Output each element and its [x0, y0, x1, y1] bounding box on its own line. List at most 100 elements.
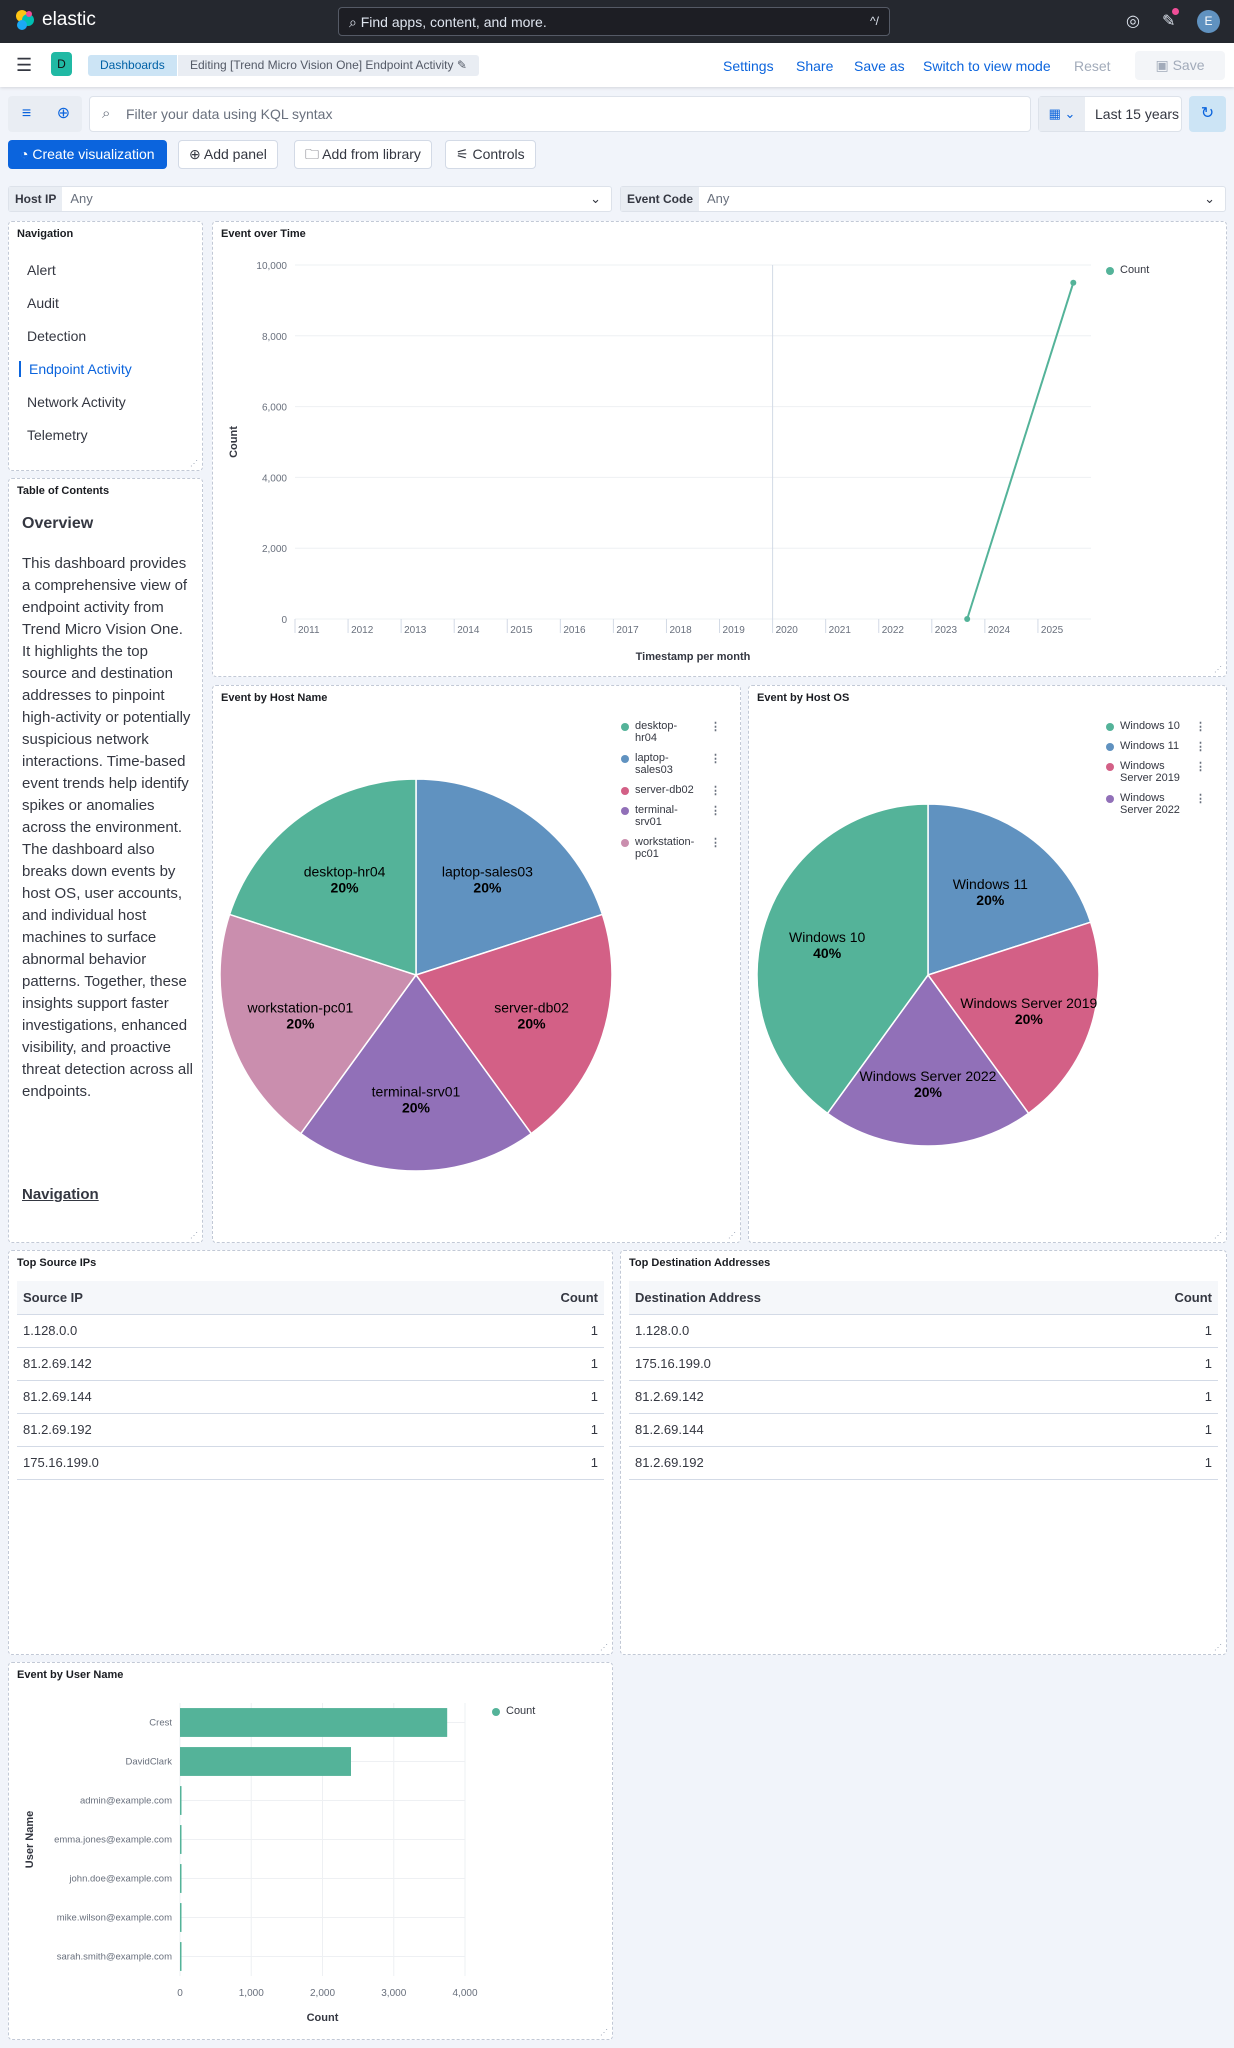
nav-item-network-activity[interactable]: Network Activity: [27, 394, 126, 410]
breadcrumb-current: Editing [Trend Micro Vision One] Endpoin…: [178, 55, 479, 76]
chevron-down-icon[interactable]: ⌄: [1204, 191, 1215, 206]
legend-label: workstation- pc01: [635, 836, 695, 860]
filter-icon[interactable]: ≡: [21, 105, 32, 122]
legend-item[interactable]: desktop- hr04 ⋮: [621, 720, 721, 744]
news-feed-icon[interactable]: ✎: [1162, 8, 1180, 31]
legend-item[interactable]: Count: [1106, 264, 1206, 276]
elastic-logo-icon: [16, 10, 34, 30]
elastic-logo[interactable]: elastic: [14, 9, 96, 31]
add-from-library-button[interactable]: 🗀 Add from library: [294, 140, 432, 169]
more-options-icon[interactable]: ⋮: [710, 805, 721, 817]
column-header[interactable]: Count: [392, 1281, 604, 1315]
kql-search-input[interactable]: ⌕ Filter your data using KQL syntax: [89, 96, 1031, 132]
table-cell: 1: [1062, 1446, 1218, 1480]
x-axis-title: Count: [307, 2012, 339, 2024]
more-options-icon[interactable]: ⋮: [1195, 741, 1206, 753]
navigation-link[interactable]: Navigation: [22, 1186, 99, 1203]
add-panel-button[interactable]: ⊕ Add panel: [178, 140, 278, 169]
more-options-icon[interactable]: ⋮: [710, 785, 721, 797]
legend-item[interactable]: Windows 11 ⋮: [1106, 740, 1206, 753]
panel-title: Event over Time: [221, 228, 306, 240]
legend-item[interactable]: workstation- pc01 ⋮: [621, 836, 721, 860]
host-ip-control[interactable]: Host IP Any ⌄: [8, 186, 612, 212]
resize-handle[interactable]: ⋰: [1214, 665, 1222, 674]
legend-dot: [1106, 795, 1114, 803]
breadcrumb-dashboards[interactable]: Dashboards: [88, 55, 177, 76]
table-cell: 81.2.69.144: [629, 1413, 1063, 1447]
refresh-button[interactable]: ↻: [1189, 96, 1226, 132]
nav-item-detection[interactable]: Detection: [27, 328, 87, 344]
y-tick-label: john.doe@example.com: [68, 1874, 172, 1885]
nav-item-alert[interactable]: Alert: [27, 262, 56, 278]
time-range[interactable]: Last 15 years: [1095, 106, 1180, 122]
controls-button[interactable]: ⚟ Controls: [445, 140, 536, 169]
resize-handle[interactable]: ⋰: [1214, 1231, 1222, 1240]
table-row: 175.16.199.0 1: [629, 1347, 1218, 1381]
calendar-icon[interactable]: ▦ ⌄: [1039, 97, 1085, 131]
create-visualization-button[interactable]: ◔ Create visualization: [8, 140, 167, 169]
reset-link[interactable]: Reset: [1074, 58, 1111, 74]
search-icon: ⌕: [349, 14, 361, 30]
global-search-input[interactable]: ⌕ Find apps, content, and more. ^/: [338, 7, 890, 36]
user-avatar[interactable]: E: [1197, 10, 1220, 33]
control-value[interactable]: Any: [707, 191, 730, 206]
save-as-link[interactable]: Save as: [854, 58, 905, 74]
more-options-icon[interactable]: ⋮: [1195, 761, 1206, 773]
resize-handle[interactable]: ⋰: [190, 459, 198, 468]
event-code-control[interactable]: Event Code Any ⌄: [620, 186, 1226, 212]
column-header[interactable]: Destination Address: [629, 1281, 1063, 1315]
add-filter-icon[interactable]: ⊕: [56, 105, 71, 122]
table-cell: 1: [392, 1413, 604, 1447]
slice-category: terminal-srv01: [372, 1084, 461, 1100]
resize-handle[interactable]: ⋰: [600, 1643, 608, 1652]
more-options-icon[interactable]: ⋮: [710, 837, 721, 849]
pencil-icon[interactable]: ✎: [456, 58, 467, 72]
more-options-icon[interactable]: ⋮: [710, 721, 721, 733]
column-header[interactable]: Source IP: [17, 1281, 393, 1315]
y-tick-label: Crest: [149, 1718, 172, 1729]
table-of-contents-panel: Table of Contents Overview This dashboar…: [8, 478, 203, 1243]
x-tick-label: 2017: [616, 625, 639, 636]
help-icon[interactable]: ◎: [1126, 13, 1140, 30]
search-icon: ⌕: [102, 105, 111, 122]
control-value[interactable]: Any: [70, 191, 93, 206]
column-header[interactable]: Count: [1062, 1281, 1218, 1315]
resize-handle[interactable]: ⋰: [1214, 1643, 1222, 1652]
y-tick-label: 0: [281, 615, 287, 626]
nav-item-audit[interactable]: Audit: [27, 295, 59, 311]
settings-link[interactable]: Settings: [723, 58, 774, 74]
legend-item[interactable]: laptop- sales03 ⋮: [621, 752, 721, 776]
resize-handle[interactable]: ⋰: [728, 1231, 736, 1240]
data-point: [1070, 279, 1077, 286]
save-icon: ▣: [1155, 57, 1173, 73]
menu-icon[interactable]: ☰: [16, 55, 33, 75]
legend-item[interactable]: terminal- srv01 ⋮: [621, 804, 721, 828]
resize-handle[interactable]: ⋰: [190, 1231, 198, 1240]
more-options-icon[interactable]: ⋮: [710, 753, 721, 765]
save-button[interactable]: ▣ Save: [1135, 51, 1225, 80]
switch-view-mode-link[interactable]: Switch to view mode: [923, 58, 1051, 74]
more-options-icon[interactable]: ⋮: [1195, 721, 1206, 733]
pie-slice: [414, 913, 613, 1135]
resize-handle[interactable]: ⋰: [600, 2028, 608, 2037]
chevron-down-icon[interactable]: ⌄: [590, 191, 601, 206]
share-link[interactable]: Share: [796, 58, 834, 74]
pie-slice: [826, 973, 1030, 1147]
save-label: Save: [1172, 57, 1205, 73]
legend-item[interactable]: Windows Server 2019 ⋮: [1106, 760, 1206, 784]
nav-item-endpoint-activity[interactable]: Endpoint Activity: [19, 361, 132, 377]
space-badge[interactable]: D: [51, 52, 72, 76]
event-by-host-os-panel: Event by Host OS Windows 11 20% Windows Se…: [748, 685, 1227, 1243]
table-cell: 1: [1062, 1380, 1218, 1414]
legend-item[interactable]: Count: [492, 1705, 592, 1717]
legend-item[interactable]: Windows Server 2022 ⋮: [1106, 792, 1206, 816]
toc-body: This dashboard provides a comprehensive …: [22, 555, 193, 1100]
nav-item-telemetry[interactable]: Telemetry: [27, 427, 88, 443]
slice-label: Windows Server 2019 20%: [960, 995, 1097, 1027]
legend-item[interactable]: server-db02 ⋮: [621, 784, 721, 797]
date-picker[interactable]: ▦ ⌄ Last 15 years: [1038, 96, 1182, 132]
x-tick-label: 0: [177, 1988, 183, 1999]
more-options-icon[interactable]: ⋮: [1195, 793, 1206, 805]
slice-percent: 20%: [473, 880, 502, 896]
legend-item[interactable]: Windows 10 ⋮: [1106, 720, 1206, 733]
